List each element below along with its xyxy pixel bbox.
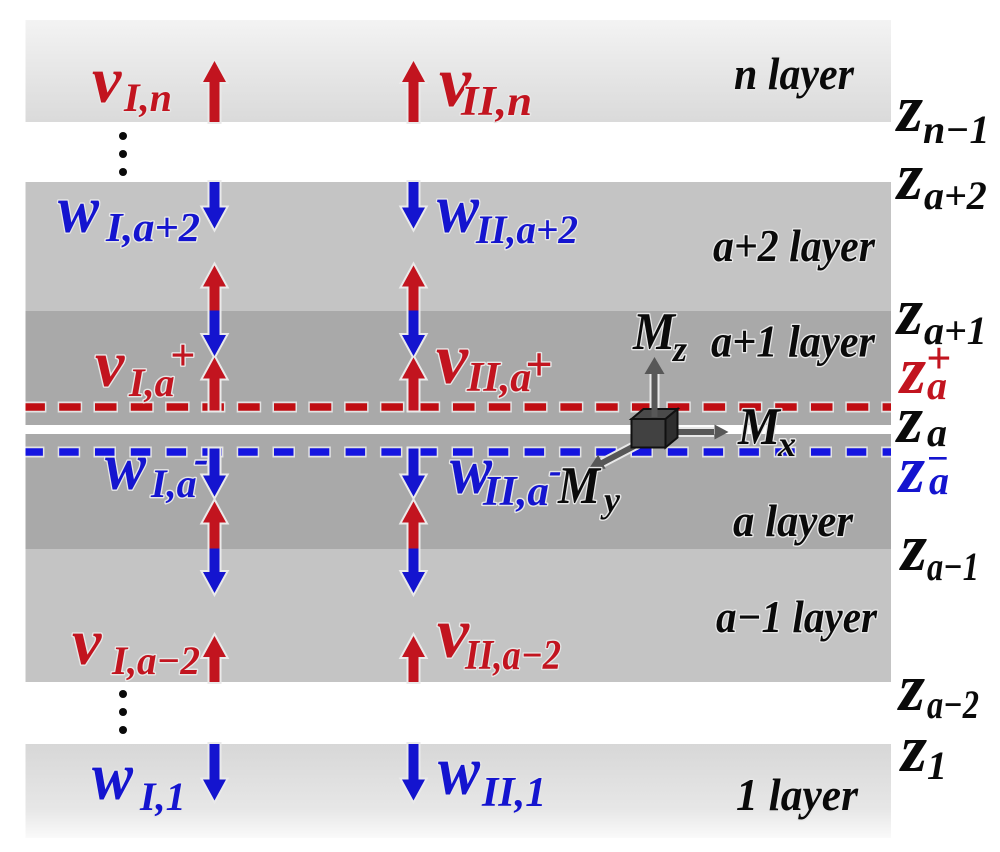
svg-text:z: z	[895, 273, 923, 349]
svg-text:a+2: a+2	[924, 173, 987, 218]
svg-text:II,a: II,a	[482, 469, 549, 515]
svg-text:+: +	[926, 334, 951, 383]
svg-text:+: +	[170, 331, 195, 380]
svg-text:a−1: a−1	[927, 544, 979, 589]
svg-text:a layer: a layer	[733, 496, 853, 546]
svg-text:II,n: II,n	[460, 79, 532, 125]
svg-text:1 layer: 1 layer	[736, 770, 858, 820]
svg-text:a+2 layer: a+2 layer	[713, 221, 875, 271]
svg-text:z: z	[895, 70, 923, 146]
svg-text:z: z	[899, 509, 927, 585]
svg-text:z: z	[671, 329, 687, 369]
svg-text:w: w	[58, 171, 100, 247]
svg-text:a: a	[927, 363, 947, 408]
svg-text:v: v	[95, 328, 125, 401]
svg-text:z: z	[897, 431, 925, 507]
svg-text:z: z	[899, 710, 927, 786]
svg-text:1: 1	[927, 743, 947, 788]
svg-text:a−1 layer: a−1 layer	[716, 592, 877, 642]
svg-text:I,a−2: I,a−2	[111, 638, 200, 683]
svg-text:a−2: a−2	[927, 682, 979, 727]
svg-text:II,a+2: II,a+2	[475, 207, 578, 252]
svg-text:w: w	[105, 428, 147, 504]
svg-text:y: y	[600, 480, 621, 520]
svg-text:x: x	[777, 424, 796, 464]
svg-text:n layer: n layer	[734, 49, 854, 99]
svg-text:a+1 layer: a+1 layer	[711, 317, 875, 367]
svg-text:+: +	[525, 338, 552, 391]
svg-text:I,n: I,n	[123, 75, 172, 120]
svg-text:n−1: n−1	[923, 107, 989, 152]
svg-text:I,a: I,a	[128, 360, 175, 405]
svg-text:w: w	[92, 738, 134, 814]
svg-text:I,1: I,1	[139, 774, 186, 819]
svg-text:-: -	[549, 450, 562, 492]
svg-text:z: z	[895, 381, 923, 457]
svg-text:v: v	[436, 319, 469, 399]
svg-text:z: z	[895, 138, 923, 214]
svg-text:w: w	[450, 432, 492, 509]
svg-text:a: a	[927, 410, 947, 455]
svg-text:w: w	[438, 733, 480, 810]
svg-text:II,a: II,a	[466, 355, 531, 401]
svg-text:−: −	[926, 438, 949, 480]
svg-text:v: v	[439, 42, 472, 122]
svg-text:v: v	[72, 606, 102, 679]
svg-text:z: z	[898, 332, 926, 408]
svg-text:M: M	[632, 303, 677, 361]
svg-text:v: v	[92, 44, 122, 117]
svg-text:I,a: I,a	[150, 461, 197, 506]
svg-text:I,a+2: I,a+2	[105, 204, 200, 250]
svg-text:z: z	[897, 649, 925, 725]
svg-text:M: M	[557, 457, 602, 515]
svg-text:w: w	[437, 171, 479, 248]
svg-text:-: -	[194, 434, 209, 483]
svg-text:a+1: a+1	[924, 308, 987, 353]
svg-text:II,a−2: II,a−2	[464, 633, 561, 679]
svg-text:II,1: II,1	[481, 770, 546, 816]
svg-text:M: M	[737, 398, 782, 456]
svg-text:v: v	[437, 593, 470, 673]
svg-text:a: a	[929, 458, 949, 503]
